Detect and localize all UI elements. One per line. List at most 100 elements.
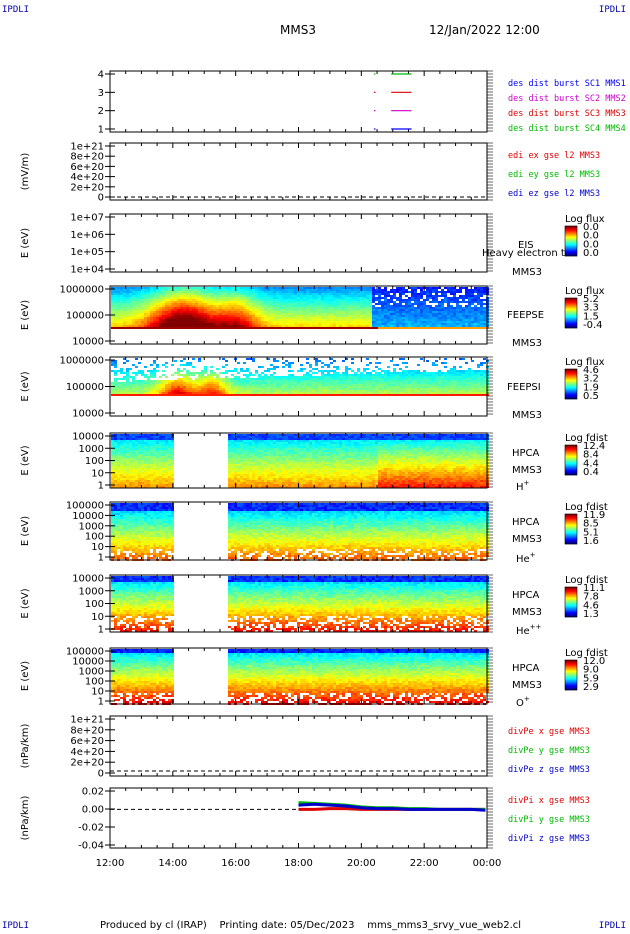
edi-ytick-label: 6e+20 bbox=[70, 162, 104, 173]
eis-ytick-label: 1e+07 bbox=[70, 213, 104, 224]
hpca-h-ytick-label: 10 bbox=[91, 468, 104, 479]
edi-legend-entry: edi ex gse l2 MMS3 bbox=[508, 151, 600, 161]
eis-colorbar-tick: 0.0 bbox=[583, 248, 599, 259]
feepse-colorbar bbox=[564, 297, 578, 329]
hpca-o-ytick-label: 10000 bbox=[72, 657, 104, 668]
hpca-o-colorbar bbox=[564, 659, 578, 691]
corner-label-top-left: IPDLI bbox=[2, 5, 30, 15]
footer-print-date: Printing date: 05/Dec/2023 bbox=[219, 920, 355, 931]
divpe-ytick-label: 2e+20 bbox=[70, 758, 104, 769]
availability-ytick-label: 4 bbox=[98, 70, 104, 81]
hpca-he-ytick-label: 10 bbox=[91, 542, 104, 553]
eis-colorbar-tick: 0.0 bbox=[583, 231, 599, 242]
corner-label-bottom-left: IPDLI bbox=[2, 921, 30, 931]
hpca-he2-ylabel: E (eV) bbox=[20, 588, 31, 618]
feepsi-instrument-label: FEEPSI bbox=[507, 382, 541, 393]
divpi-ytick-label: -0.02 bbox=[78, 823, 104, 834]
eis-spacecraft-label: MMS3 bbox=[512, 267, 542, 278]
hpca-he2-colorbar-tick: 7.8 bbox=[583, 592, 599, 603]
footer-script-name: mms_mms3_srvy_vue_web2.cl bbox=[367, 920, 522, 931]
hpca-he-ytick-label: 100 bbox=[85, 532, 104, 543]
feepse-instrument-label: FEEPSE bbox=[507, 310, 544, 321]
spacecraft-title: MMS3 bbox=[280, 23, 316, 37]
divpi-legend-entry: divPi y gse MMS3 bbox=[508, 815, 590, 825]
divpe-ytick-label: 6e+20 bbox=[70, 736, 104, 747]
hpca-he-ytick-label: 1000 bbox=[79, 521, 104, 532]
feepse-spectrogram bbox=[111, 287, 489, 329]
feepse-ylabel: E (eV) bbox=[20, 300, 31, 330]
feepse-colorbar-tick: 1.5 bbox=[583, 311, 599, 322]
hpca-he-ytick-label: 1 bbox=[98, 553, 104, 564]
hpca-he2-colorbar-tick: 4.6 bbox=[583, 600, 599, 611]
hpca-he-instrument-label: HPCA bbox=[512, 517, 540, 528]
corner-label-top-right: IPDLI bbox=[598, 5, 626, 15]
edi-legend-entry: edi ez gse l2 MMS3 bbox=[508, 189, 600, 199]
hpca-he-ylabel: E (eV) bbox=[20, 516, 31, 546]
hpca-he2-colorbar-tick: 1.3 bbox=[583, 609, 599, 620]
eis-ytick-label: 1e+04 bbox=[70, 265, 104, 276]
hpca-o-ytick-label: 100000 bbox=[66, 647, 104, 658]
hpca-h-colorbar bbox=[564, 444, 578, 476]
hpca-h-spectrogram bbox=[111, 434, 489, 488]
hpca-h-ylabel: E (eV) bbox=[20, 445, 31, 475]
hpca-o-instrument-label: HPCA bbox=[512, 663, 540, 674]
x-axis-tick-label: 22:00 bbox=[410, 858, 439, 869]
hpca-he-spectrogram bbox=[111, 503, 489, 561]
hpca-he2-spacecraft-label: MMS3 bbox=[512, 607, 542, 618]
eis-ytick-label: 1e+05 bbox=[70, 247, 104, 258]
hpca-h-colorbar-title: Log fdist bbox=[565, 433, 608, 444]
feepse-ytick-label: 1000000 bbox=[59, 285, 104, 296]
hpca-h-colorbar-tick: 12.4 bbox=[583, 441, 605, 452]
divpe-ytick-label: 0 bbox=[98, 769, 104, 780]
x-axis-tick-label: 16:00 bbox=[221, 858, 250, 869]
hpca-he2-ytick-label: 10000 bbox=[72, 574, 104, 585]
hpca-h-spacecraft-label: MMS3 bbox=[512, 465, 542, 476]
hpca-o-species-label: O+ bbox=[516, 695, 530, 709]
feepse-colorbar-tick: 3.3 bbox=[583, 303, 599, 314]
hpca-o-spectrogram bbox=[111, 649, 489, 705]
divpe-legend-entry: divPe y gse MMS3 bbox=[508, 746, 590, 756]
eis-overlay-text: Heavy electron to bbox=[482, 248, 571, 259]
hpca-h-ytick-label: 100 bbox=[85, 456, 104, 467]
divpi-series-line bbox=[298, 802, 486, 812]
availability-ytick-label: 2 bbox=[98, 106, 104, 117]
hpca-he2-ytick-label: 100 bbox=[85, 599, 104, 610]
eis-colorbar-tick: 0.0 bbox=[583, 239, 599, 250]
availability-legend-entry: des dist burst SC2 MMS2 bbox=[508, 94, 626, 104]
hpca-o-ytick-label: 1000 bbox=[79, 667, 104, 678]
feepse-ytick-label: 100000 bbox=[66, 311, 104, 322]
hpca-he-spacecraft-label: MMS3 bbox=[512, 534, 542, 545]
eis-colorbar-title: Log flux bbox=[565, 214, 605, 225]
feepse-colorbar-tick: 5.2 bbox=[583, 294, 599, 305]
feepsi-ytick-label: 1000000 bbox=[59, 356, 104, 367]
hpca-o-spacecraft-label: MMS3 bbox=[512, 680, 542, 691]
availability-legend-entry: des dist burst SC3 MMS3 bbox=[508, 109, 626, 119]
x-axis-tick-label: 12:00 bbox=[96, 858, 125, 869]
hpca-he2-ytick-label: 1 bbox=[98, 625, 104, 636]
divpe-legend-entry: divPe z gse MMS3 bbox=[508, 765, 590, 775]
feepsi-colorbar bbox=[564, 368, 578, 400]
feepsi-colorbar-tick: 4.6 bbox=[583, 365, 599, 376]
hpca-he-colorbar-title: Log fdist bbox=[565, 502, 608, 513]
feepsi-colorbar-tick: 3.2 bbox=[583, 374, 599, 385]
hpca-he2-colorbar-title: Log fdist bbox=[565, 575, 608, 586]
x-axis-tick-label: 18:00 bbox=[284, 858, 313, 869]
hpca-he2-ytick-label: 1000 bbox=[79, 586, 104, 597]
edi-ytick-label: 8e+20 bbox=[70, 152, 104, 163]
hpca-he-colorbar-tick: 5.1 bbox=[583, 527, 599, 538]
hpca-h-ytick-label: 1 bbox=[98, 481, 104, 492]
hpca-h-instrument-label: HPCA bbox=[512, 448, 540, 459]
eis-ytick-label: 1e+06 bbox=[70, 230, 104, 241]
x-axis-tick-label: 00:00 bbox=[473, 858, 502, 869]
divpe-ylabel: (nPa/km) bbox=[20, 724, 31, 769]
hpca-h-colorbar-tick: 0.4 bbox=[583, 467, 599, 478]
availability-ytick-label: 1 bbox=[98, 125, 104, 136]
hpca-he-species-label: He+ bbox=[516, 551, 536, 565]
hpca-h-colorbar-tick: 4.4 bbox=[583, 458, 599, 469]
divpi-ytick-label: 0.00 bbox=[82, 805, 104, 816]
hpca-he-colorbar-tick: 1.6 bbox=[583, 536, 599, 547]
feepse-ytick-label: 10000 bbox=[72, 337, 104, 348]
feepse-colorbar-tick: -0.4 bbox=[583, 320, 603, 331]
divpi-ylabel: (nPa/km) bbox=[20, 796, 31, 841]
